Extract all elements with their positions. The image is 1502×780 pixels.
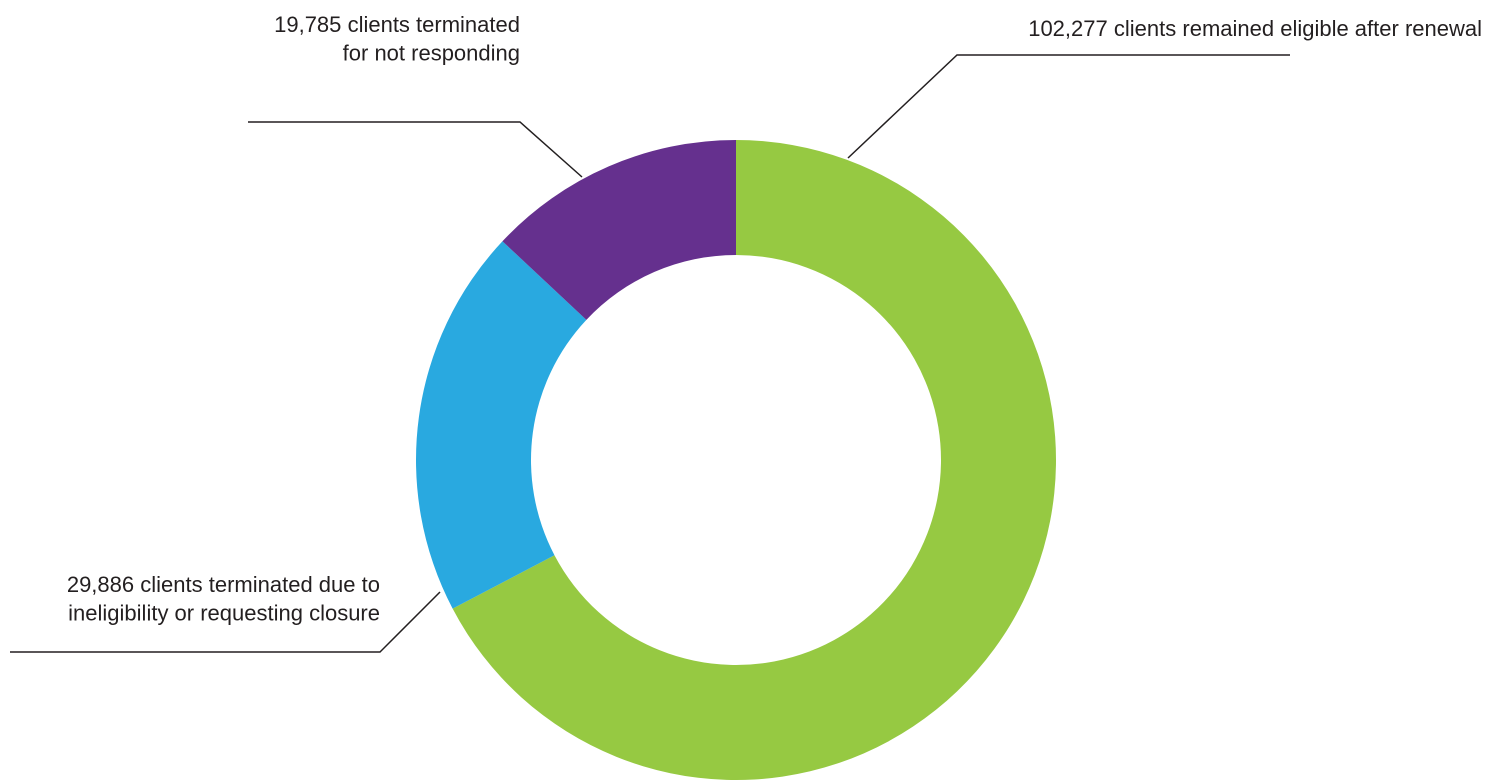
category-label: clients terminated (348, 12, 520, 37)
leader-line (248, 121, 583, 178)
value-label: 102,277 (1028, 16, 1108, 41)
slice-label: 102,277 clients remained eligible after r… (1028, 16, 1482, 41)
slice-label: 29,886 clients terminated due to ineligibi… (67, 572, 380, 626)
slice (416, 241, 587, 609)
slice (502, 140, 736, 320)
slice (452, 140, 1057, 780)
donut (416, 140, 1057, 780)
category-label: clients terminated due to (140, 572, 380, 597)
leader-line (10, 591, 441, 653)
category-label: ineligibility or requesting closure (68, 601, 380, 626)
value-label: 29,886 (67, 572, 134, 597)
value-label: 19,785 (274, 12, 341, 37)
category-label: for not responding (343, 41, 520, 66)
slice-label: 19,785 clients terminated for not respondi… (274, 12, 520, 66)
leader-line (847, 54, 1290, 159)
category-label: clients remained eligible after renewal (1114, 16, 1482, 41)
